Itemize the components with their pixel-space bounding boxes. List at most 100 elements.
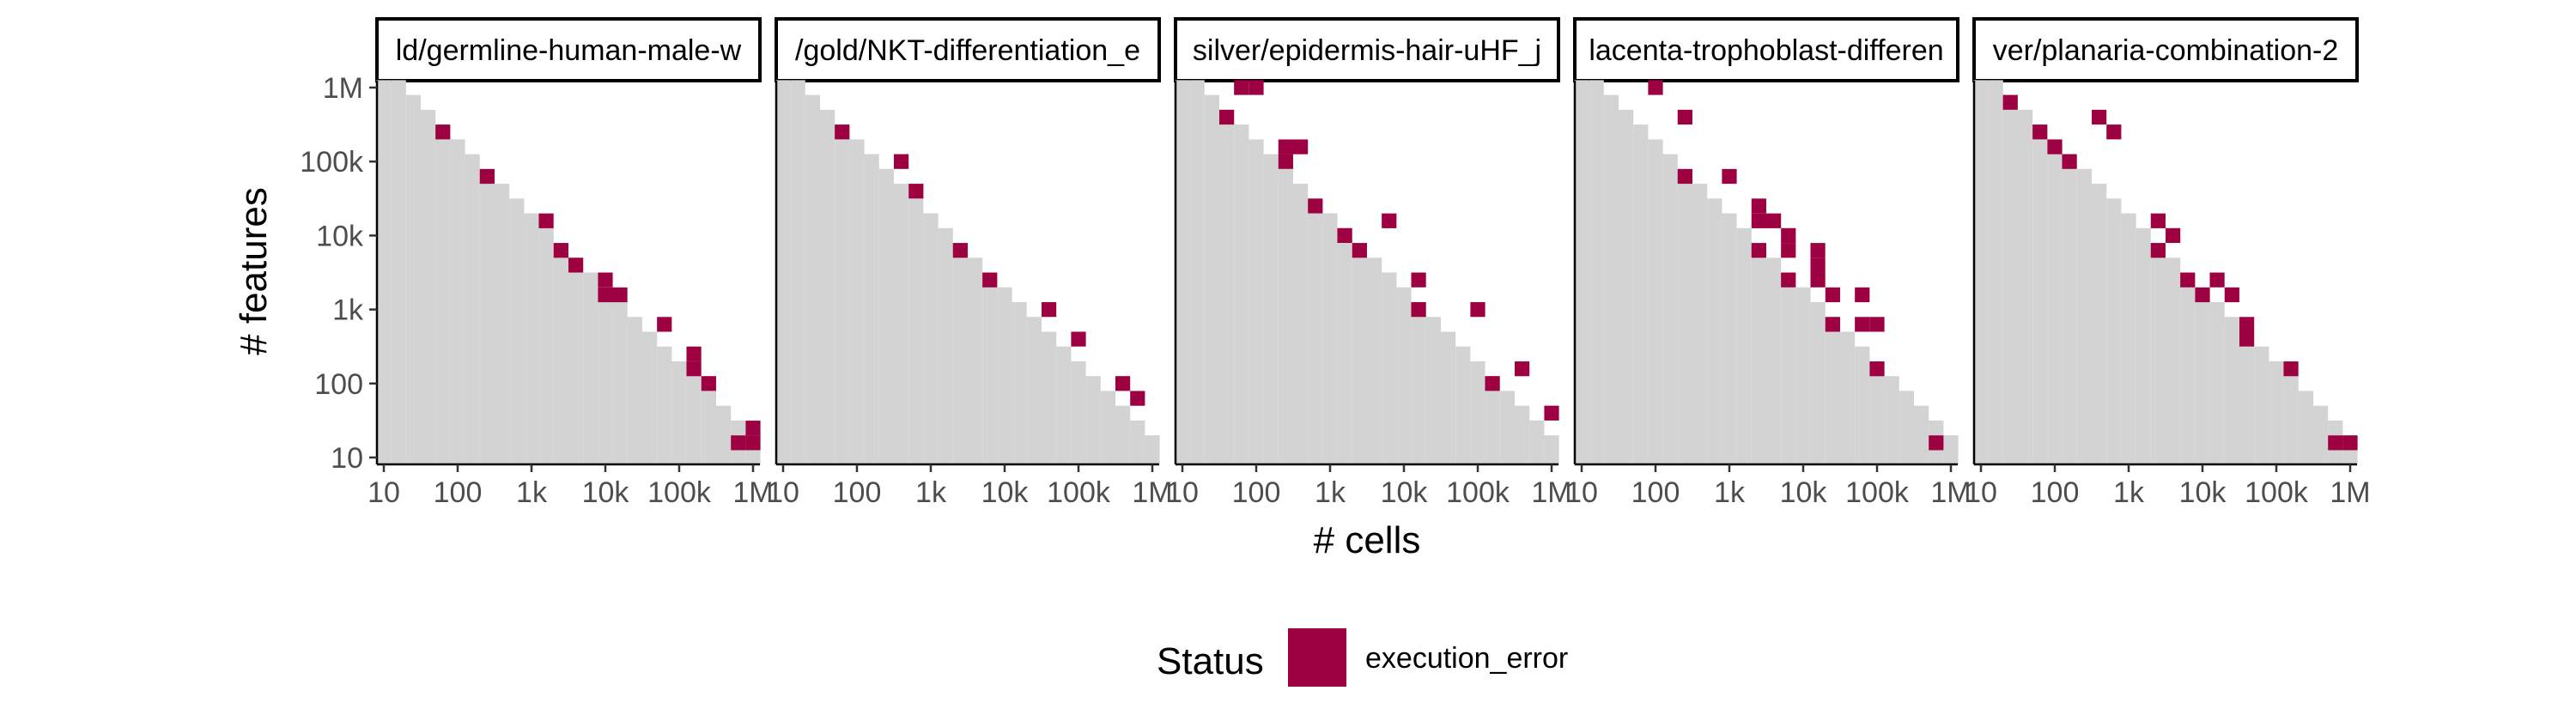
execution-error-cell [1722,168,1737,185]
background-column [1012,301,1027,465]
y-tick-label: 100k [300,146,364,179]
x-tick-label: 1k [516,476,548,509]
execution-error-cell [982,272,998,288]
background-column [1914,405,1929,465]
execution-error-cell [686,346,702,361]
background-column [465,154,480,465]
execution-error-cell [2106,124,2122,140]
background-column [1130,420,1145,465]
background-column [1322,213,1338,465]
y-tick-label: 10k [316,220,364,252]
background-column [701,391,716,465]
background-column [450,139,465,465]
execution-error-cell [2091,109,2107,125]
x-tick-label: 100k [1446,476,1510,509]
execution-error-cell [908,184,924,199]
background-column [775,80,791,465]
execution-error-cell [2062,154,2077,169]
background-column [1529,420,1545,465]
legend-swatch-execution-error [1288,628,1346,687]
execution-error-cell [1411,301,1426,318]
panel-4: lacenta-trophoblast-differen 10 100 1k 10k 10… [1565,17,1971,509]
background-column [1308,198,1323,465]
background-column [1781,272,1796,465]
execution-error-cell [1751,213,1766,228]
execution-error-cell [1308,198,1323,214]
execution-error-cell [479,168,495,185]
background-column [1485,376,1500,465]
legend-label-execution-error: execution_error [1365,642,1568,675]
background-column [2150,243,2166,465]
background-column [1175,80,1190,465]
background-column [968,258,983,465]
background-column [2180,272,2196,465]
x-tick-label: 10k [2179,476,2227,509]
background-column [405,94,421,465]
x-tick-label: 100 [833,476,882,509]
execution-error-cell [1648,80,1663,95]
background-column [1411,301,1426,465]
execution-error-cell [835,124,850,140]
x-tick-label: 1M [1531,476,1571,509]
background-column [1263,154,1279,465]
background-column [509,198,525,465]
background-column [1337,227,1352,465]
facet-title: ver/planaria-combination-2 [1993,34,2339,67]
execution-error-cell [1869,361,1885,377]
background-column [657,346,672,465]
execution-error-cell [2180,272,2196,288]
execution-error-cell [1810,272,1826,288]
panel-3: silver/epidermis-hair-uHF_j 10 100 1k 10k 100… [1166,17,1572,509]
background-column [1751,243,1766,465]
background-column [2166,258,2181,465]
x-tick-label: 100 [1232,476,1281,509]
x-tick-label: 10 [1565,476,1598,509]
background-column [835,124,850,465]
panel-1: ld/germline-human-male-w 10 100 1k 10k 100k 1M… [300,17,774,509]
execution-error-cell [1071,331,1086,347]
background-column [2298,391,2313,465]
background-column [997,287,1012,465]
background-column [2195,287,2210,465]
background-column [1544,435,1559,465]
panels: ld/germline-human-male-w 10 100 1k 10k 100k 1M… [300,17,2371,509]
y-tick-label: 100 [314,368,363,401]
background-column [1648,139,1663,465]
execution-error-cell [553,243,568,258]
background-column [479,168,495,465]
background-column [1115,405,1131,465]
background-column [1219,109,1235,465]
x-tick-label: 1k [1714,476,1746,509]
background-column [538,227,554,465]
background-column [1722,213,1737,465]
execution-error-cell [2002,94,2018,110]
background-column [2121,213,2136,465]
execution-error-cell [1041,301,1057,318]
x-tick-label: 1k [2113,476,2145,509]
x-tick-label: 10k [582,476,630,509]
background-column [1973,80,1989,465]
execution-error-cell [612,287,628,303]
background-cells [775,80,1160,465]
background-column [1425,317,1441,465]
background-column [894,184,909,465]
x-tick-label: 1k [915,476,947,509]
execution-error-cell [1278,139,1293,154]
execution-error-cell [1485,376,1500,391]
background-column [2254,346,2269,465]
execution-error-cell [1544,405,1559,421]
background-column [1352,243,1367,465]
background-column [864,154,879,465]
background-column [938,227,953,465]
execution-error-cell [2150,243,2166,258]
execution-error-cell [1115,376,1131,391]
background-column [583,272,598,465]
background-column [1633,124,1649,465]
legend-title: Status [1157,640,1264,682]
background-column [1899,391,1914,465]
background-column [878,168,894,465]
execution-error-cell [745,421,761,436]
background-column [2269,360,2284,465]
execution-error-cell [2224,287,2239,303]
x-tick-label: 10k [1381,476,1429,509]
